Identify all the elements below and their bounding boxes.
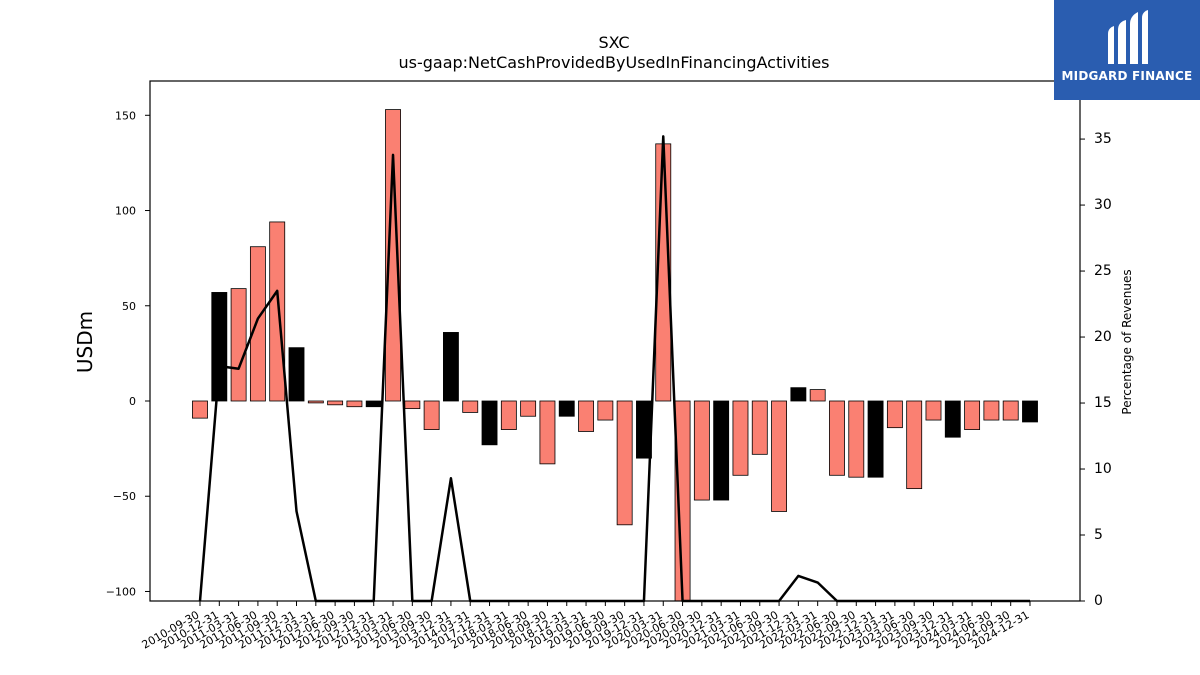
bar	[404, 400, 421, 410]
bar	[539, 400, 556, 465]
bar	[597, 400, 614, 421]
bar	[288, 347, 305, 402]
line-layer	[198, 135, 1030, 603]
y-tick-label: −100	[106, 585, 136, 598]
y-right-tick-label: 5	[1094, 527, 1103, 543]
bar	[771, 400, 787, 512]
bar	[462, 400, 479, 413]
bar	[713, 400, 730, 501]
series-line	[198, 135, 1030, 603]
bar	[848, 400, 865, 478]
y-right-tick-label: 35	[1094, 131, 1112, 147]
y-axis-left: −100 −50 0 50 100 150	[106, 109, 150, 598]
bar	[230, 288, 247, 402]
y-right-tick-label: 25	[1094, 263, 1112, 279]
bar	[829, 400, 845, 476]
bar	[1002, 400, 1019, 421]
y-axis-label: USDm	[73, 311, 97, 373]
bar	[983, 400, 1000, 421]
bar	[500, 400, 517, 430]
bar	[365, 400, 382, 408]
y-axis-right-label: Percentage of Revenues	[1120, 269, 1134, 414]
bar	[809, 389, 826, 402]
bar-group	[192, 109, 1038, 602]
y-tick-label: 100	[115, 205, 136, 218]
bar	[790, 387, 807, 402]
bar	[925, 400, 942, 421]
bar	[269, 221, 286, 402]
y-right-tick-label: 0	[1094, 593, 1103, 609]
bar	[616, 400, 633, 526]
brand-logo: MIDGARD FINANCE	[1054, 0, 1200, 100]
bar	[1022, 400, 1038, 423]
y-tick-label: 0	[129, 395, 136, 408]
bar	[481, 400, 498, 446]
bar	[906, 400, 923, 490]
bar	[192, 400, 208, 419]
chart-title: SXC	[598, 33, 629, 52]
bar	[886, 400, 903, 429]
bar	[346, 400, 363, 408]
bar	[558, 400, 575, 417]
x-axis: 2010-09-302010-12-312011-03-312011-06-30…	[140, 601, 1032, 652]
brand-name: MIDGARD FINANCE	[1061, 69, 1193, 83]
y-tick-label: −50	[113, 490, 136, 503]
bar	[578, 400, 594, 432]
brand-mark-icon	[1108, 10, 1148, 64]
bar	[249, 246, 266, 402]
bar	[867, 400, 884, 478]
bar	[442, 332, 459, 402]
bar	[751, 400, 768, 455]
y-right-tick-label: 20	[1094, 329, 1112, 345]
y-right-tick-label: 10	[1094, 461, 1112, 477]
plot-frame	[149, 80, 1081, 602]
bar	[520, 400, 537, 417]
bar	[211, 292, 228, 402]
y-tick-label: 50	[122, 300, 136, 313]
y-right-tick-label: 15	[1094, 395, 1112, 411]
chart-subtitle: us-gaap:NetCashProvidedByUsedInFinancing…	[398, 53, 829, 72]
y-axis-right: 0 5 10 15 20 25 30 35	[1080, 131, 1112, 609]
y-tick-label: 150	[115, 109, 136, 122]
bar	[327, 400, 344, 406]
y-right-tick-label: 30	[1094, 197, 1112, 213]
bar	[307, 400, 324, 404]
bar	[944, 400, 961, 438]
bar	[693, 400, 710, 501]
bar	[423, 400, 440, 430]
bar	[732, 400, 749, 476]
bar	[385, 109, 401, 402]
bar	[964, 400, 981, 430]
